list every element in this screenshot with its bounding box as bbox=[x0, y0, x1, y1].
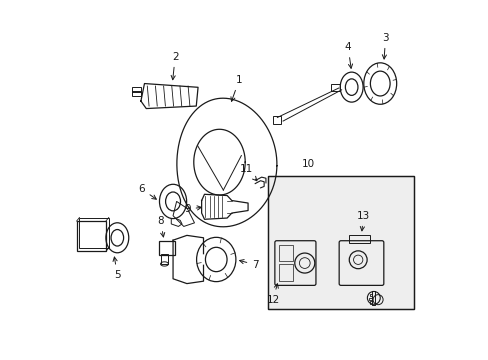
Bar bbox=[278, 264, 292, 282]
Bar bbox=[132, 87, 141, 92]
Text: 10: 10 bbox=[302, 159, 315, 170]
Text: 11: 11 bbox=[239, 164, 256, 181]
Text: 7: 7 bbox=[239, 260, 258, 270]
Bar bbox=[159, 241, 175, 255]
Text: 8: 8 bbox=[157, 216, 164, 237]
Bar bbox=[272, 116, 281, 123]
Bar bbox=[160, 254, 168, 264]
Text: 2: 2 bbox=[171, 52, 178, 80]
Text: 6: 6 bbox=[138, 184, 156, 199]
Bar bbox=[267, 176, 413, 309]
Bar bbox=[80, 217, 108, 248]
Text: 1: 1 bbox=[230, 75, 242, 102]
Bar bbox=[267, 176, 413, 309]
Text: 12: 12 bbox=[266, 284, 279, 305]
Bar bbox=[331, 84, 340, 91]
Text: 3: 3 bbox=[382, 33, 388, 59]
Text: 9: 9 bbox=[183, 204, 201, 214]
Bar bbox=[77, 221, 106, 251]
Bar bbox=[132, 91, 141, 96]
Text: 13: 13 bbox=[356, 211, 369, 231]
Bar bbox=[348, 235, 369, 243]
Bar bbox=[278, 244, 292, 261]
Text: 4: 4 bbox=[344, 42, 352, 68]
Text: 5: 5 bbox=[113, 257, 121, 280]
